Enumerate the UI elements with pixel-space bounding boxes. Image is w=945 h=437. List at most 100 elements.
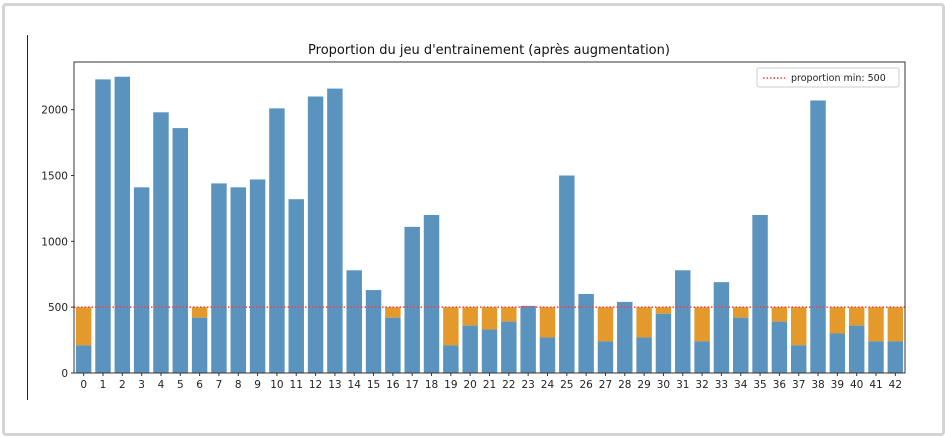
y-tick-label: 2000: [41, 105, 68, 117]
x-tick-label: 36: [773, 379, 787, 391]
bar-4: [153, 112, 169, 373]
bar-27: [597, 341, 614, 373]
bar-13: [327, 88, 343, 373]
x-tick-label: 28: [618, 379, 631, 391]
x-tick-label: 16: [386, 379, 400, 391]
bar-18: [423, 214, 440, 373]
bar-41: [868, 341, 884, 373]
bar-augmented-27: [597, 307, 614, 342]
bar-26: [578, 293, 594, 373]
bar-15: [365, 290, 382, 373]
x-tick-label: 2: [119, 379, 126, 391]
x-tick-label: 29: [637, 379, 650, 391]
bar-3: [133, 187, 150, 373]
bar-augmented-20: [462, 307, 478, 326]
x-tick-label: 11: [290, 379, 303, 391]
bar-6: [191, 317, 208, 373]
x-tick-label: 8: [235, 379, 242, 391]
bar-augmented-19: [443, 307, 459, 346]
bar-augmented-24: [539, 307, 556, 338]
x-tick-label: 15: [367, 379, 380, 391]
bar-14: [346, 270, 362, 373]
bar-17: [404, 226, 420, 373]
x-tick-label: 42: [889, 379, 902, 391]
x-tick-label: 34: [734, 379, 748, 391]
y-tick-label: 1500: [41, 170, 68, 182]
bar-augmented-21: [481, 307, 498, 330]
bar-augmented-42: [887, 307, 904, 342]
bar-21: [481, 329, 498, 373]
bar-augmented-36: [771, 307, 788, 322]
bar-35: [752, 214, 768, 373]
bar-32: [694, 341, 710, 373]
x-tick-label: 4: [158, 379, 165, 391]
x-tick-label: 22: [502, 379, 515, 391]
bar-22: [501, 321, 517, 373]
bar-34: [733, 317, 749, 373]
legend-box: [756, 67, 900, 88]
x-tick-label: 18: [425, 379, 438, 391]
bar-11: [288, 199, 304, 373]
bar-36: [771, 321, 788, 373]
bar-24: [539, 337, 556, 373]
x-tick-label: 13: [328, 379, 341, 391]
x-tick-label: 40: [850, 379, 863, 391]
bar-28: [617, 301, 633, 373]
x-tick-label: 0: [80, 379, 87, 391]
bar-augmented-39: [829, 307, 846, 334]
x-tick-label: 24: [541, 379, 555, 391]
x-tick-label: 27: [599, 379, 612, 391]
x-tick-label: 39: [831, 379, 844, 391]
bar-19: [443, 345, 459, 373]
x-tick-label: 38: [811, 379, 824, 391]
bar-29: [636, 337, 652, 373]
bar-39: [829, 333, 846, 373]
y-tick-label: 500: [48, 302, 68, 314]
bar-7: [211, 183, 227, 373]
bar-8: [230, 187, 246, 373]
x-tick-label: 30: [657, 379, 670, 391]
x-tick-label: 10: [270, 379, 283, 391]
x-tick-label: 6: [196, 379, 203, 391]
y-tick-label: 1000: [41, 236, 68, 248]
bar-9: [249, 179, 266, 373]
bar-25: [559, 175, 575, 373]
x-tick-label: 21: [483, 379, 496, 391]
bar-augmented-0: [75, 307, 92, 346]
bar-augmented-30: [655, 307, 672, 314]
bar-37: [790, 345, 807, 373]
x-tick-label: 12: [309, 379, 322, 391]
x-tick-label: 5: [177, 379, 184, 391]
bar-23: [520, 305, 536, 373]
bar-augmented-16: [385, 307, 401, 318]
x-tick-label: 19: [444, 379, 457, 391]
bar-2: [114, 76, 131, 373]
bar-augmented-29: [636, 307, 652, 338]
cell-marker: [27, 35, 28, 400]
bar-33: [713, 282, 730, 373]
bar-20: [462, 325, 478, 373]
bar-40: [848, 325, 865, 373]
legend-label: proportion min: 500: [791, 73, 886, 84]
x-tick-label: 23: [521, 379, 534, 391]
bar-1: [95, 79, 111, 373]
x-tick-label: 37: [792, 379, 805, 391]
x-tick-label: 9: [254, 379, 261, 391]
x-tick-label: 33: [715, 379, 728, 391]
x-tick-label: 26: [579, 379, 593, 391]
x-tick-label: 20: [463, 379, 476, 391]
bar-augmented-22: [501, 307, 517, 322]
x-tick-label: 31: [676, 379, 689, 391]
x-tick-label: 32: [695, 379, 708, 391]
bar-augmented-34: [733, 307, 749, 318]
x-tick-label: 41: [869, 379, 882, 391]
x-tick-label: 25: [560, 379, 573, 391]
bar-16: [385, 317, 401, 373]
bar-augmented-32: [694, 307, 710, 342]
bar-10: [269, 108, 285, 373]
bar-38: [810, 100, 826, 373]
bar-0: [75, 345, 92, 373]
bar-5: [172, 128, 189, 373]
x-tick-label: 7: [216, 379, 223, 391]
